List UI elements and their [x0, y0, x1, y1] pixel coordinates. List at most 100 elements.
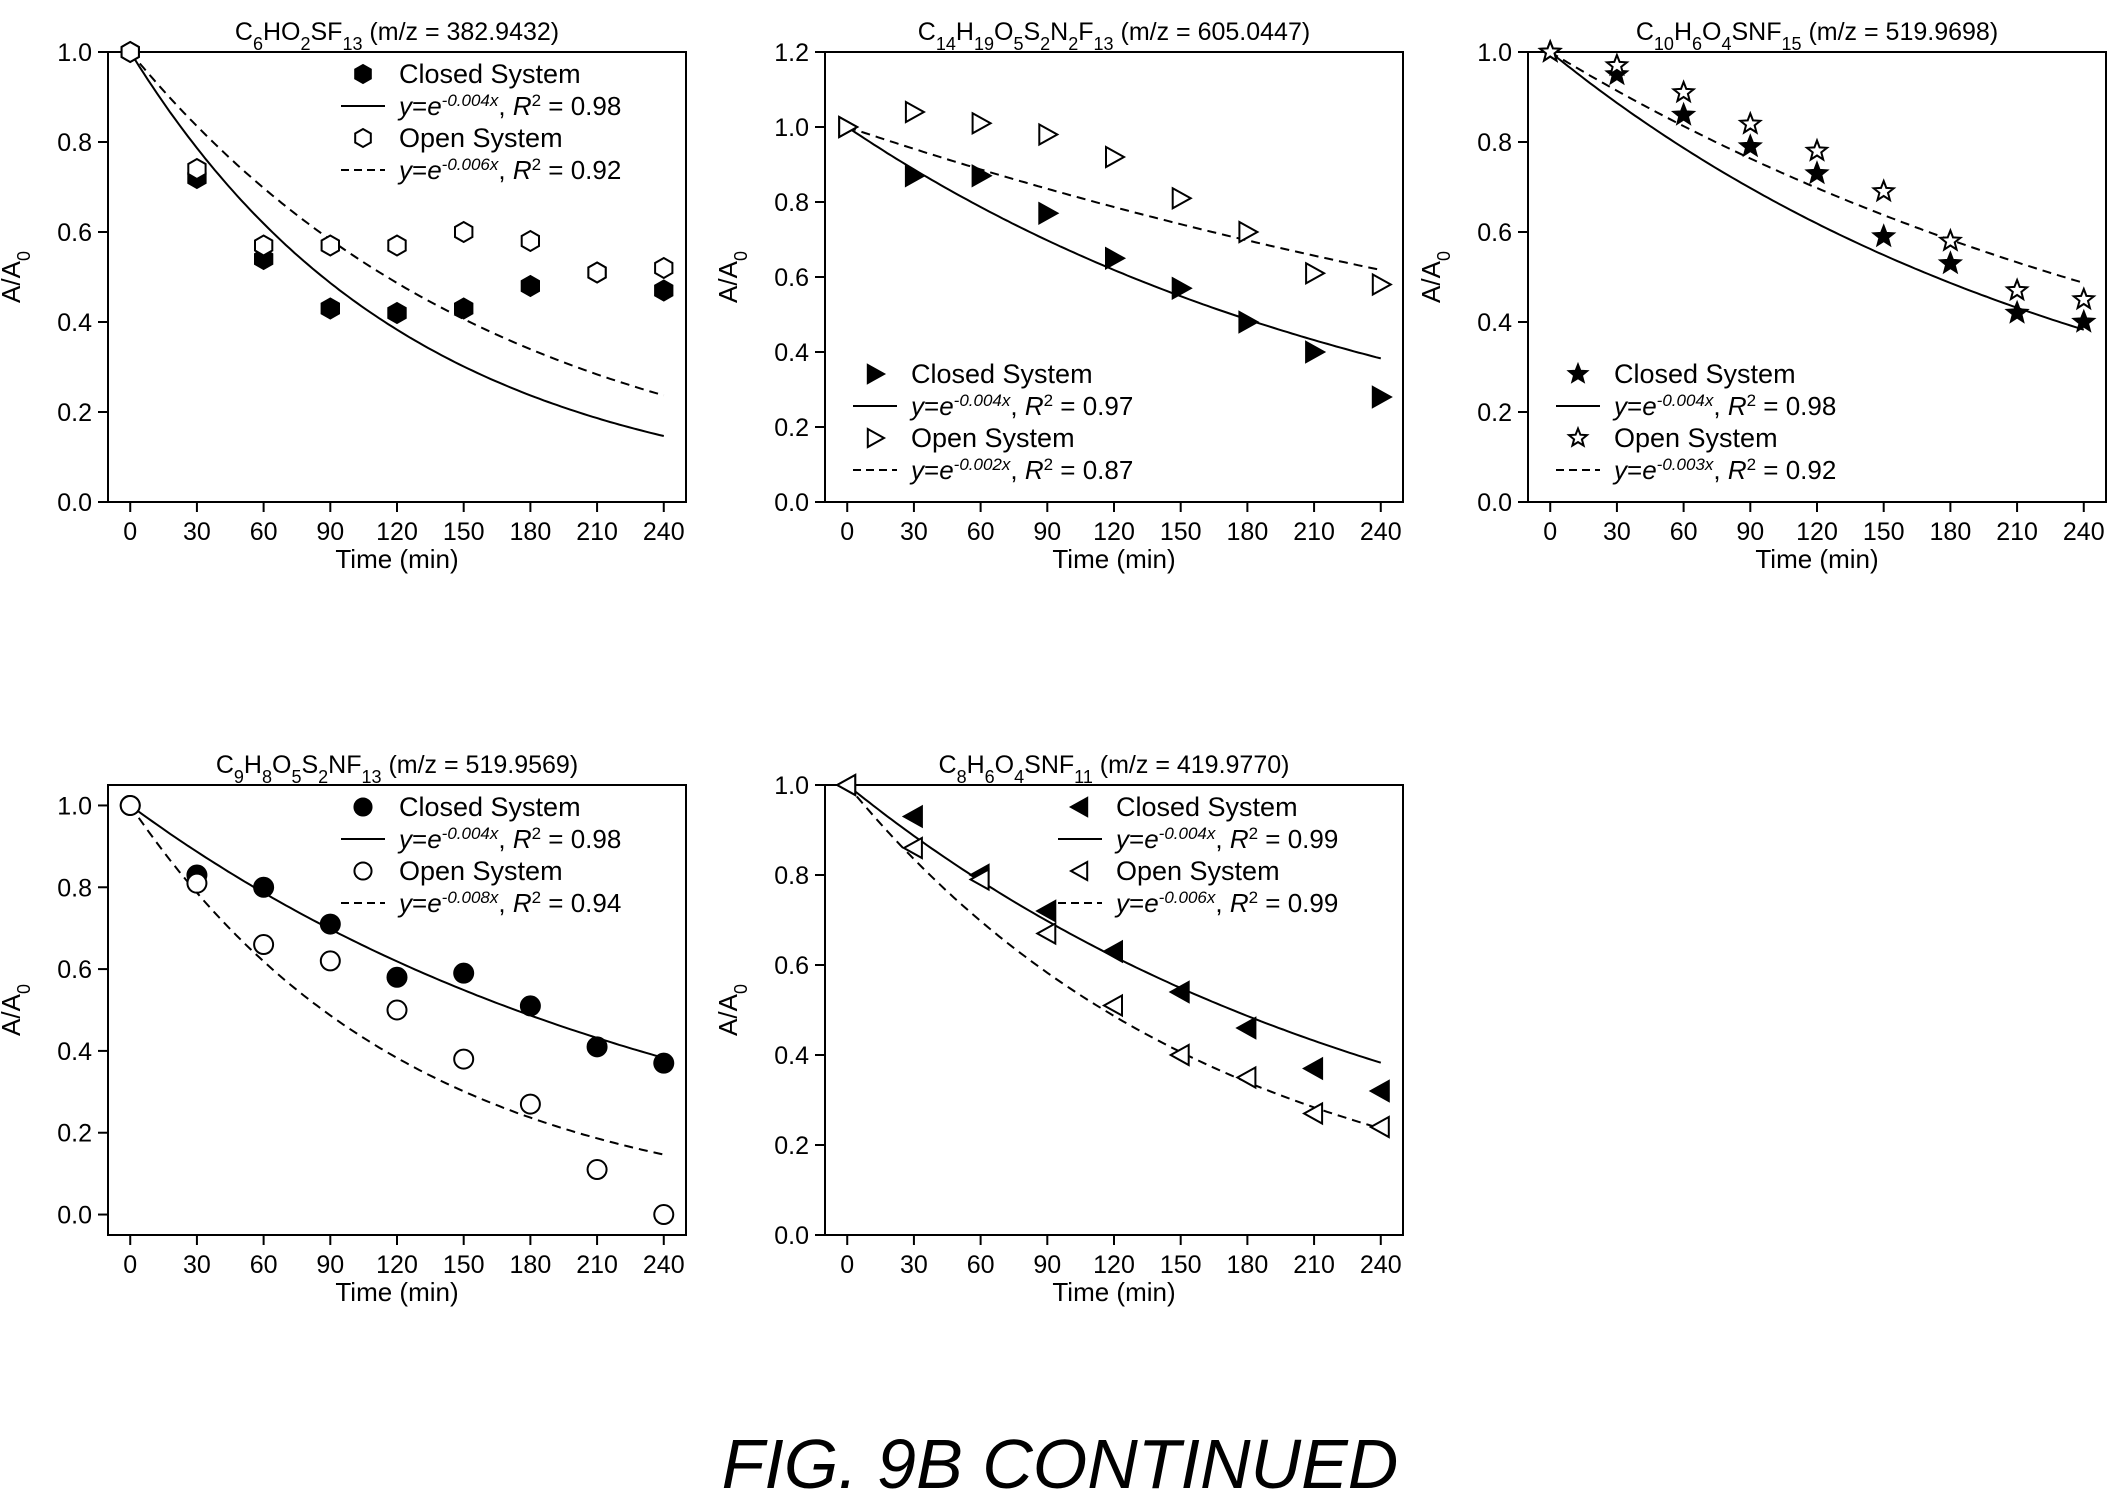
- y-tick-label: 0.4: [774, 1042, 809, 1070]
- x-tick-label: 0: [123, 1251, 137, 1279]
- data-point-closed: [901, 804, 923, 829]
- x-tick-label: 60: [250, 518, 278, 546]
- legend-label: Closed System: [1614, 359, 1796, 389]
- data-point-closed: [319, 913, 341, 935]
- fit-curve-closed: [129, 51, 665, 437]
- x-tick-label: 90: [1736, 518, 1764, 546]
- data-point-open: [971, 111, 993, 135]
- chart-panel-1: C6HO2SF13 (m/z = 382.9432) 0 30 60 90 120 150 1…: [0, 18, 687, 574]
- data-point-open: [1371, 272, 1393, 297]
- data-point-open: [386, 999, 408, 1021]
- legend-label: Open System: [399, 123, 563, 153]
- x-tick-label: 240: [643, 1251, 685, 1279]
- y-tick-label: 0.4: [57, 309, 92, 337]
- legend-equation: y=e-0.006x, R2 = 0.92: [397, 155, 621, 186]
- legend-marker: [354, 127, 372, 149]
- y-axis-label: A/A0: [0, 984, 34, 1036]
- data-point-open: [2004, 277, 2030, 302]
- y-tick-label: 0.6: [57, 219, 92, 247]
- legend-label: Closed System: [1116, 792, 1298, 822]
- x-tick-label: 210: [1996, 518, 2038, 546]
- data-point-closed: [1804, 160, 1830, 185]
- legend-label: Closed System: [399, 59, 581, 89]
- x-tick-label: 150: [1160, 518, 1202, 546]
- data-point-closed: [971, 164, 993, 188]
- data-point-open: [1235, 1065, 1257, 1090]
- data-point-closed: [1305, 340, 1327, 364]
- fit-curve-open: [129, 804, 665, 1156]
- data-point-open: [587, 261, 607, 284]
- y-tick-label: 0.8: [1477, 129, 1512, 157]
- x-tick-label: 120: [376, 1251, 418, 1279]
- legend-marker: [1566, 361, 1590, 384]
- y-tick-label: 1.0: [774, 772, 809, 800]
- y-tick-label: 0.6: [57, 956, 92, 984]
- data-point-closed: [1038, 201, 1060, 225]
- x-tick-label: 240: [2063, 518, 2105, 546]
- data-point-open: [254, 234, 274, 257]
- y-tick-label: 0.2: [1477, 399, 1512, 427]
- legend-marker: [866, 363, 887, 385]
- legend-marker: [354, 63, 372, 85]
- data-point-open: [1937, 227, 1964, 252]
- x-tick-label: 90: [1033, 1251, 1061, 1279]
- data-point-open: [320, 234, 340, 257]
- data-point-open: [968, 867, 990, 892]
- chart-title: C8H6O4SNF11 (m/z = 419.9770): [939, 751, 1290, 787]
- data-point-open: [1101, 993, 1123, 1018]
- x-tick-label: 0: [123, 518, 137, 546]
- data-point-open: [901, 836, 923, 860]
- fit-curve-closed: [129, 804, 665, 1059]
- data-point-open: [520, 229, 540, 253]
- y-tick-label: 0.4: [774, 339, 809, 367]
- data-point-open: [1035, 921, 1057, 946]
- y-tick-label: 1.0: [57, 39, 92, 67]
- legend-equation: y=e-0.004x, R2 = 0.98: [397, 91, 621, 122]
- x-tick-label: 210: [576, 1251, 618, 1279]
- data-point-open: [654, 256, 674, 280]
- legend-equation: y=e-0.003x, R2 = 0.92: [1612, 455, 1836, 486]
- y-tick-label: 0.0: [774, 489, 809, 517]
- data-point-open: [1737, 110, 1763, 135]
- data-point-closed: [1604, 61, 1630, 86]
- y-tick-label: 0.8: [57, 874, 92, 902]
- data-point-closed: [2004, 299, 2030, 324]
- y-axis-label: A/A0: [1416, 251, 1454, 303]
- data-point-open: [1804, 137, 1830, 162]
- legend-label: Closed System: [911, 359, 1093, 389]
- legend-marker: [866, 427, 887, 449]
- data-point-open: [838, 115, 860, 139]
- legend-equation: y=e-0.004x, R2 = 0.99: [1114, 824, 1338, 855]
- data-point-open: [1537, 38, 1563, 63]
- chart-title: C10H6O4SNF15 (m/z = 519.9698): [1636, 18, 1998, 54]
- x-tick-label: 120: [376, 518, 418, 546]
- data-point-closed: [2071, 308, 2097, 333]
- legend-marker: [1068, 860, 1089, 882]
- x-axis-label: Time (min): [335, 1277, 458, 1307]
- data-point-closed: [453, 962, 475, 984]
- legend-label: Closed System: [399, 792, 581, 822]
- x-tick-label: 150: [1160, 1251, 1202, 1279]
- x-tick-label: 30: [900, 518, 928, 546]
- data-point-open: [1168, 1043, 1190, 1067]
- data-point-open: [586, 1159, 608, 1181]
- x-tick-label: 180: [1227, 1251, 1269, 1279]
- data-point-closed: [519, 995, 541, 1017]
- legend-label: Open System: [911, 423, 1075, 453]
- fit-curve-closed: [1549, 51, 2085, 331]
- data-point-open: [319, 950, 341, 972]
- y-tick-label: 0.8: [57, 129, 92, 157]
- x-tick-label: 240: [643, 518, 685, 546]
- x-tick-label: 180: [510, 518, 552, 546]
- data-point-open: [387, 234, 407, 257]
- x-tick-label: 60: [967, 518, 995, 546]
- x-tick-label: 90: [316, 1251, 344, 1279]
- y-tick-label: 0.6: [774, 264, 809, 292]
- y-tick-label: 0.0: [774, 1222, 809, 1250]
- data-point-open: [519, 1093, 541, 1115]
- x-tick-label: 180: [510, 1251, 552, 1279]
- data-point-closed: [586, 1036, 608, 1058]
- x-tick-label: 240: [1360, 518, 1402, 546]
